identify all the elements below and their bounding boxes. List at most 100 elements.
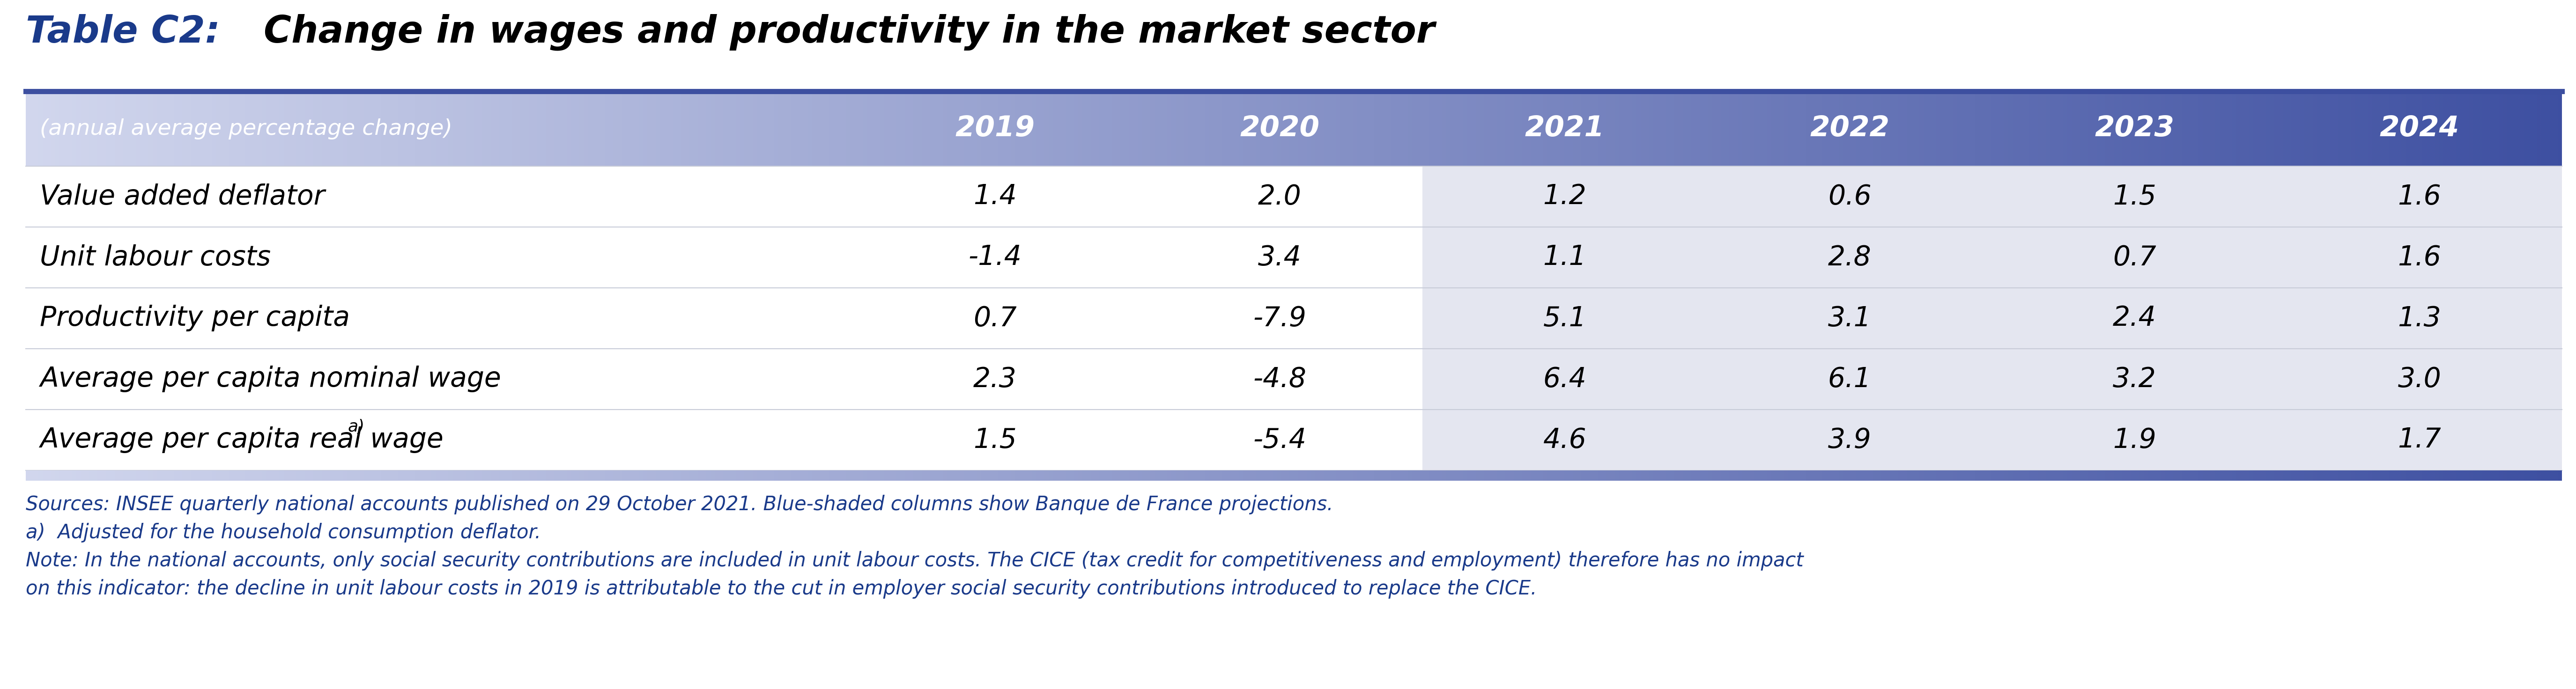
Text: 2024: 2024: [2380, 115, 2460, 143]
Bar: [585, 91, 587, 166]
Bar: [33, 91, 39, 166]
Bar: [2215, 91, 2221, 166]
Bar: [474, 91, 479, 166]
Bar: [1798, 471, 1801, 481]
Bar: [783, 471, 786, 481]
Bar: [994, 91, 997, 166]
Bar: [500, 91, 502, 166]
Bar: [77, 471, 80, 481]
Bar: [2506, 471, 2512, 481]
Bar: [2432, 91, 2434, 166]
Bar: [495, 471, 500, 481]
Bar: [832, 471, 837, 481]
Bar: [634, 91, 639, 166]
Bar: [698, 471, 703, 481]
Bar: [538, 91, 541, 166]
Bar: [2022, 91, 2025, 166]
Bar: [1991, 227, 2277, 288]
Bar: [224, 471, 229, 481]
Bar: [2445, 471, 2447, 481]
Bar: [997, 91, 1002, 166]
Bar: [2197, 91, 2202, 166]
Bar: [1716, 91, 1721, 166]
Bar: [198, 471, 204, 481]
Bar: [1257, 91, 1260, 166]
Bar: [2148, 471, 2151, 481]
Bar: [1687, 91, 1692, 166]
Bar: [2316, 471, 2321, 481]
Bar: [1857, 91, 1860, 166]
Bar: [1708, 471, 1713, 481]
Bar: [2349, 91, 2354, 166]
Bar: [647, 471, 652, 481]
Bar: [376, 91, 381, 166]
Bar: [842, 91, 845, 166]
Bar: [255, 91, 258, 166]
Bar: [703, 471, 706, 481]
Bar: [1079, 471, 1082, 481]
Bar: [152, 91, 157, 166]
Bar: [162, 91, 165, 166]
Bar: [1530, 91, 1535, 166]
Bar: [137, 91, 139, 166]
Text: -4.8: -4.8: [1252, 366, 1306, 393]
Bar: [2267, 91, 2269, 166]
Bar: [587, 91, 592, 166]
Bar: [1759, 91, 1762, 166]
Bar: [1244, 91, 1247, 166]
Bar: [1615, 91, 1620, 166]
Bar: [2287, 91, 2293, 166]
Bar: [1991, 91, 1996, 166]
Bar: [549, 471, 554, 481]
Bar: [2540, 471, 2545, 481]
Bar: [1056, 91, 1061, 166]
Bar: [796, 471, 799, 481]
Bar: [1814, 91, 1819, 166]
Bar: [162, 471, 165, 481]
Bar: [1476, 91, 1479, 166]
Bar: [2540, 91, 2545, 166]
Bar: [1878, 471, 1880, 481]
Text: Note: In the national accounts, only social security contributions are included : Note: In the national accounts, only soc…: [26, 551, 1803, 570]
Bar: [889, 91, 891, 166]
Bar: [2244, 91, 2249, 166]
Bar: [1708, 227, 1991, 288]
Bar: [77, 91, 80, 166]
Bar: [1020, 471, 1023, 481]
Bar: [270, 91, 276, 166]
Bar: [845, 471, 850, 481]
Bar: [2524, 471, 2527, 481]
Bar: [124, 91, 126, 166]
Bar: [858, 471, 863, 481]
Bar: [2537, 91, 2540, 166]
Bar: [726, 471, 732, 481]
Text: (annual average percentage change): (annual average percentage change): [39, 119, 453, 139]
Bar: [2208, 91, 2210, 166]
Bar: [219, 471, 224, 481]
Bar: [2138, 471, 2143, 481]
Bar: [1139, 227, 1422, 288]
Bar: [54, 91, 59, 166]
Bar: [1422, 471, 1425, 481]
Bar: [871, 91, 876, 166]
Bar: [2519, 91, 2524, 166]
Bar: [963, 91, 969, 166]
Bar: [1556, 91, 1561, 166]
Bar: [1115, 91, 1121, 166]
Bar: [2269, 91, 2275, 166]
Bar: [1378, 91, 1383, 166]
Bar: [1602, 471, 1607, 481]
Bar: [2300, 91, 2303, 166]
Bar: [2032, 471, 2038, 481]
Bar: [144, 91, 149, 166]
Bar: [2334, 91, 2339, 166]
Bar: [500, 471, 502, 481]
Bar: [1200, 91, 1206, 166]
Bar: [935, 91, 938, 166]
Bar: [2174, 91, 2177, 166]
Bar: [229, 91, 232, 166]
Bar: [1522, 471, 1528, 481]
Bar: [2143, 91, 2148, 166]
Bar: [2228, 471, 2233, 481]
Bar: [1628, 91, 1633, 166]
